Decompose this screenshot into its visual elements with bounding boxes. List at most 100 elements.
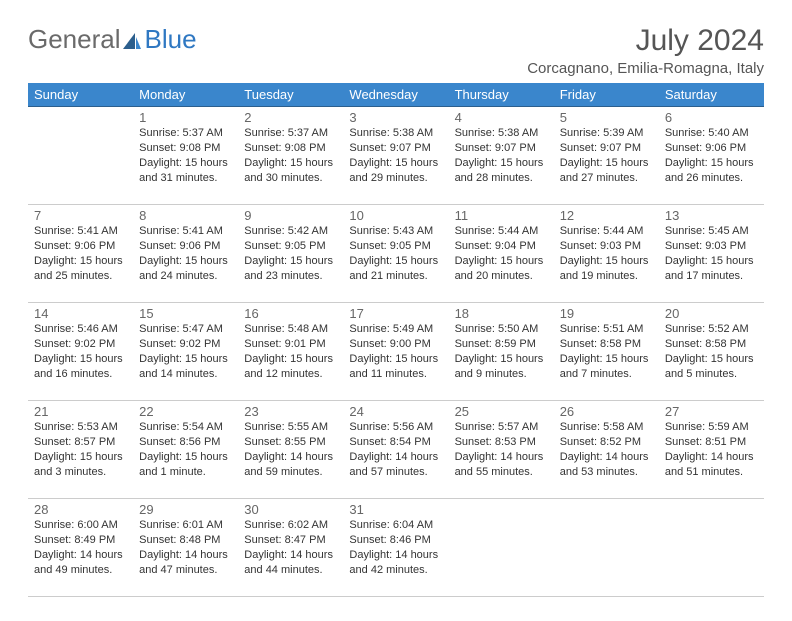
day-info: Sunrise: 5:57 AMSunset: 8:53 PMDaylight:…	[455, 420, 548, 479]
weekday-header: Thursday	[449, 83, 554, 107]
calendar-cell: 17Sunrise: 5:49 AMSunset: 9:00 PMDayligh…	[343, 303, 448, 401]
day-info: Sunrise: 6:04 AMSunset: 8:46 PMDaylight:…	[349, 518, 442, 577]
calendar-cell: 22Sunrise: 5:54 AMSunset: 8:56 PMDayligh…	[133, 401, 238, 499]
day-number: 14	[34, 306, 127, 321]
day-number: 13	[665, 208, 758, 223]
day-number: 4	[455, 110, 548, 125]
day-number: 9	[244, 208, 337, 223]
day-number: 26	[560, 404, 653, 419]
day-info: Sunrise: 5:38 AMSunset: 9:07 PMDaylight:…	[455, 126, 548, 185]
calendar-cell: 30Sunrise: 6:02 AMSunset: 8:47 PMDayligh…	[238, 499, 343, 597]
day-number: 25	[455, 404, 548, 419]
calendar-cell	[554, 499, 659, 597]
calendar-cell: 16Sunrise: 5:48 AMSunset: 9:01 PMDayligh…	[238, 303, 343, 401]
calendar-cell: 9Sunrise: 5:42 AMSunset: 9:05 PMDaylight…	[238, 205, 343, 303]
logo-text-2: Blue	[145, 24, 197, 55]
calendar-cell: 2Sunrise: 5:37 AMSunset: 9:08 PMDaylight…	[238, 107, 343, 205]
day-info: Sunrise: 5:37 AMSunset: 9:08 PMDaylight:…	[244, 126, 337, 185]
calendar-cell: 19Sunrise: 5:51 AMSunset: 8:58 PMDayligh…	[554, 303, 659, 401]
day-info: Sunrise: 5:59 AMSunset: 8:51 PMDaylight:…	[665, 420, 758, 479]
day-number: 30	[244, 502, 337, 517]
calendar-cell: 13Sunrise: 5:45 AMSunset: 9:03 PMDayligh…	[659, 205, 764, 303]
day-number: 18	[455, 306, 548, 321]
calendar-cell: 23Sunrise: 5:55 AMSunset: 8:55 PMDayligh…	[238, 401, 343, 499]
day-info: Sunrise: 5:54 AMSunset: 8:56 PMDaylight:…	[139, 420, 232, 479]
day-info: Sunrise: 5:44 AMSunset: 9:04 PMDaylight:…	[455, 224, 548, 283]
calendar-cell	[28, 107, 133, 205]
location-subtitle: Corcagnano, Emilia-Romagna, Italy	[527, 60, 764, 77]
day-info: Sunrise: 6:00 AMSunset: 8:49 PMDaylight:…	[34, 518, 127, 577]
day-info: Sunrise: 5:51 AMSunset: 8:58 PMDaylight:…	[560, 322, 653, 381]
day-info: Sunrise: 5:41 AMSunset: 9:06 PMDaylight:…	[34, 224, 127, 283]
calendar-cell: 21Sunrise: 5:53 AMSunset: 8:57 PMDayligh…	[28, 401, 133, 499]
day-number: 17	[349, 306, 442, 321]
day-number: 8	[139, 208, 232, 223]
day-info: Sunrise: 5:43 AMSunset: 9:05 PMDaylight:…	[349, 224, 442, 283]
day-number: 31	[349, 502, 442, 517]
day-info: Sunrise: 5:45 AMSunset: 9:03 PMDaylight:…	[665, 224, 758, 283]
calendar-cell	[659, 499, 764, 597]
calendar-cell: 27Sunrise: 5:59 AMSunset: 8:51 PMDayligh…	[659, 401, 764, 499]
weekday-header: Monday	[133, 83, 238, 107]
calendar-table: SundayMondayTuesdayWednesdayThursdayFrid…	[28, 83, 764, 597]
calendar-cell: 11Sunrise: 5:44 AMSunset: 9:04 PMDayligh…	[449, 205, 554, 303]
day-number: 7	[34, 208, 127, 223]
calendar-cell: 1Sunrise: 5:37 AMSunset: 9:08 PMDaylight…	[133, 107, 238, 205]
day-number: 16	[244, 306, 337, 321]
calendar-cell: 8Sunrise: 5:41 AMSunset: 9:06 PMDaylight…	[133, 205, 238, 303]
calendar-cell: 28Sunrise: 6:00 AMSunset: 8:49 PMDayligh…	[28, 499, 133, 597]
calendar-cell: 7Sunrise: 5:41 AMSunset: 9:06 PMDaylight…	[28, 205, 133, 303]
day-number: 2	[244, 110, 337, 125]
day-info: Sunrise: 6:02 AMSunset: 8:47 PMDaylight:…	[244, 518, 337, 577]
day-number: 10	[349, 208, 442, 223]
calendar-cell: 15Sunrise: 5:47 AMSunset: 9:02 PMDayligh…	[133, 303, 238, 401]
day-info: Sunrise: 5:44 AMSunset: 9:03 PMDaylight:…	[560, 224, 653, 283]
day-number: 28	[34, 502, 127, 517]
day-number: 24	[349, 404, 442, 419]
day-number: 20	[665, 306, 758, 321]
day-info: Sunrise: 5:38 AMSunset: 9:07 PMDaylight:…	[349, 126, 442, 185]
day-number: 27	[665, 404, 758, 419]
day-info: Sunrise: 5:58 AMSunset: 8:52 PMDaylight:…	[560, 420, 653, 479]
calendar-cell: 29Sunrise: 6:01 AMSunset: 8:48 PMDayligh…	[133, 499, 238, 597]
weekday-header: Tuesday	[238, 83, 343, 107]
weekday-header: Sunday	[28, 83, 133, 107]
day-info: Sunrise: 6:01 AMSunset: 8:48 PMDaylight:…	[139, 518, 232, 577]
calendar-cell	[449, 499, 554, 597]
calendar-cell: 5Sunrise: 5:39 AMSunset: 9:07 PMDaylight…	[554, 107, 659, 205]
logo-sail-icon	[121, 31, 143, 53]
weekday-header: Wednesday	[343, 83, 448, 107]
weekday-header: Friday	[554, 83, 659, 107]
page-title: July 2024	[527, 24, 764, 58]
calendar-cell: 14Sunrise: 5:46 AMSunset: 9:02 PMDayligh…	[28, 303, 133, 401]
day-info: Sunrise: 5:46 AMSunset: 9:02 PMDaylight:…	[34, 322, 127, 381]
calendar-cell: 31Sunrise: 6:04 AMSunset: 8:46 PMDayligh…	[343, 499, 448, 597]
day-info: Sunrise: 5:52 AMSunset: 8:58 PMDaylight:…	[665, 322, 758, 381]
day-info: Sunrise: 5:37 AMSunset: 9:08 PMDaylight:…	[139, 126, 232, 185]
day-number: 29	[139, 502, 232, 517]
day-info: Sunrise: 5:42 AMSunset: 9:05 PMDaylight:…	[244, 224, 337, 283]
calendar-cell: 6Sunrise: 5:40 AMSunset: 9:06 PMDaylight…	[659, 107, 764, 205]
day-number: 21	[34, 404, 127, 419]
calendar-cell: 26Sunrise: 5:58 AMSunset: 8:52 PMDayligh…	[554, 401, 659, 499]
weekday-header: Saturday	[659, 83, 764, 107]
day-info: Sunrise: 5:50 AMSunset: 8:59 PMDaylight:…	[455, 322, 548, 381]
day-number: 6	[665, 110, 758, 125]
day-info: Sunrise: 5:49 AMSunset: 9:00 PMDaylight:…	[349, 322, 442, 381]
day-info: Sunrise: 5:55 AMSunset: 8:55 PMDaylight:…	[244, 420, 337, 479]
calendar-cell: 18Sunrise: 5:50 AMSunset: 8:59 PMDayligh…	[449, 303, 554, 401]
day-info: Sunrise: 5:40 AMSunset: 9:06 PMDaylight:…	[665, 126, 758, 185]
calendar-cell: 10Sunrise: 5:43 AMSunset: 9:05 PMDayligh…	[343, 205, 448, 303]
day-number: 5	[560, 110, 653, 125]
day-info: Sunrise: 5:53 AMSunset: 8:57 PMDaylight:…	[34, 420, 127, 479]
calendar-cell: 24Sunrise: 5:56 AMSunset: 8:54 PMDayligh…	[343, 401, 448, 499]
day-number: 3	[349, 110, 442, 125]
day-number: 19	[560, 306, 653, 321]
day-info: Sunrise: 5:39 AMSunset: 9:07 PMDaylight:…	[560, 126, 653, 185]
day-number: 11	[455, 208, 548, 223]
day-number: 12	[560, 208, 653, 223]
logo-text-1: General	[28, 24, 121, 55]
day-info: Sunrise: 5:47 AMSunset: 9:02 PMDaylight:…	[139, 322, 232, 381]
calendar-cell: 4Sunrise: 5:38 AMSunset: 9:07 PMDaylight…	[449, 107, 554, 205]
day-number: 1	[139, 110, 232, 125]
